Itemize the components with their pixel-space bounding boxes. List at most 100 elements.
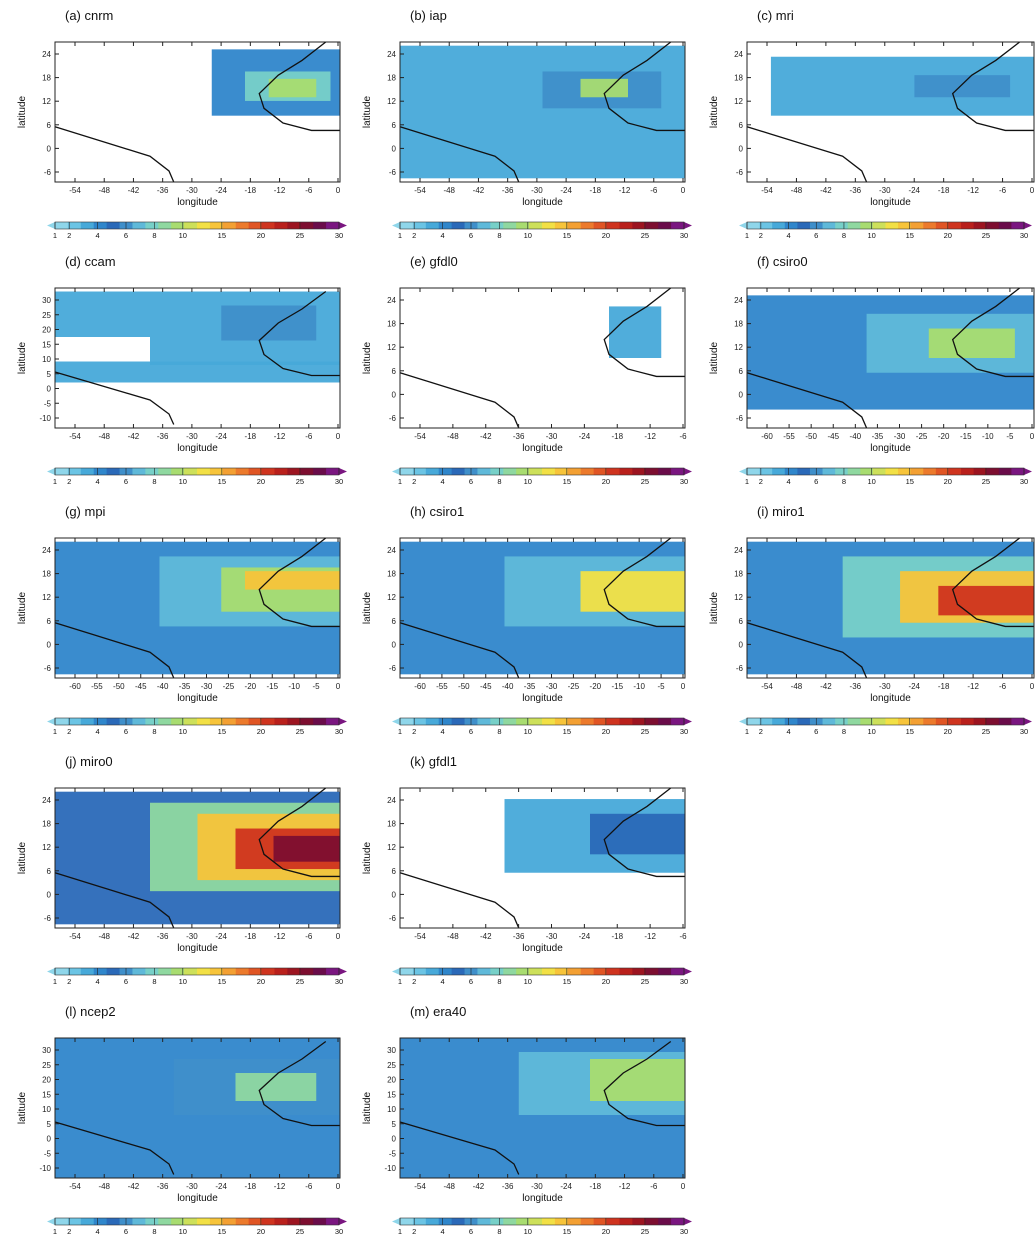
colorbar-tick-label: 8 bbox=[497, 977, 501, 986]
colorbar-swatch bbox=[106, 1218, 121, 1225]
coastline-africa bbox=[951, 41, 1034, 132]
x-tick-label: -12 bbox=[274, 186, 286, 195]
panel-k: (k) gfdl1-54 -48 -42 -36 -30 -24 -18 -12 -624181… bbox=[362, 754, 692, 986]
heat-cell bbox=[928, 328, 1015, 358]
colorbar-swatch bbox=[490, 968, 504, 975]
colorbar-swatch bbox=[747, 718, 761, 725]
y-tick-label: 12 bbox=[42, 843, 51, 852]
colorbar-swatch bbox=[438, 222, 453, 229]
x-tick-label: -18 bbox=[938, 682, 950, 691]
x-tick-label: -12 bbox=[619, 186, 631, 195]
x-tick-label: -6 bbox=[999, 186, 1007, 195]
colorbar-tick-label: 15 bbox=[563, 477, 571, 486]
x-tick-label: -50 bbox=[113, 682, 125, 691]
colorbar-tick-label: 25 bbox=[296, 727, 304, 736]
colorbar-swatch bbox=[503, 222, 517, 229]
colorbar-swatch bbox=[503, 1218, 517, 1225]
colorbar-tick-label: 10 bbox=[179, 477, 187, 486]
colorbar-min-arrow bbox=[739, 718, 747, 725]
colorbar-swatch bbox=[400, 968, 414, 975]
x-tick-label: -54 bbox=[414, 1182, 426, 1191]
colorbar-swatch bbox=[632, 222, 646, 229]
colorbar-tick-label: 2 bbox=[412, 727, 416, 736]
colorbar-tick-label: 4 bbox=[441, 1227, 445, 1236]
colorbar-swatch bbox=[300, 968, 314, 975]
colorbar-tick-label: 2 bbox=[759, 727, 763, 736]
colorbar-swatch bbox=[106, 468, 121, 475]
colorbar-min-arrow bbox=[47, 968, 55, 975]
plot-border bbox=[399, 41, 686, 183]
colorbar-swatch bbox=[542, 1218, 556, 1225]
x-tick-label: -6 bbox=[650, 186, 658, 195]
colorbar-swatch bbox=[93, 968, 108, 975]
x-tick-label: -48 bbox=[791, 682, 803, 691]
heat-cell bbox=[221, 305, 317, 341]
colorbar-swatch bbox=[222, 468, 237, 475]
colorbar-tick-label: 20 bbox=[602, 231, 610, 240]
colorbar-swatch bbox=[554, 718, 569, 725]
colorbar-tick-label: 4 bbox=[96, 977, 100, 986]
x-tick-label: -6 bbox=[305, 932, 313, 941]
colorbar-swatch bbox=[438, 718, 453, 725]
colorbar-swatch bbox=[910, 222, 924, 229]
colorbar-swatch bbox=[145, 968, 159, 975]
x-tick-label: -45 bbox=[480, 682, 492, 691]
x-tick-label: -36 bbox=[513, 932, 525, 941]
y-axis-label: latitude bbox=[17, 591, 28, 624]
colorbar-tick-label: 10 bbox=[524, 477, 532, 486]
colorbar-tick-label: 1 bbox=[53, 231, 57, 240]
colorbar-tick-label: 6 bbox=[469, 477, 473, 486]
x-tick-label: -25 bbox=[568, 682, 580, 691]
colorbar-swatch bbox=[619, 468, 633, 475]
colorbar-tick-label: 30 bbox=[1020, 231, 1028, 240]
colorbar-swatch bbox=[300, 1218, 314, 1225]
y-tick-label: 18 bbox=[387, 320, 396, 329]
x-tick-label: -30 bbox=[186, 1182, 198, 1191]
x-axis-label: longitude bbox=[522, 197, 563, 208]
colorbar-swatch bbox=[772, 468, 786, 475]
colorbar-tick-label: 8 bbox=[152, 727, 156, 736]
y-tick-label: 18 bbox=[387, 570, 396, 579]
x-axis-label: longitude bbox=[177, 943, 218, 954]
x-tick-label: -25 bbox=[223, 682, 235, 691]
colorbar-swatch bbox=[593, 222, 608, 229]
colorbar-swatch bbox=[261, 468, 275, 475]
colorbar-min-arrow bbox=[392, 718, 400, 725]
colorbar-swatch bbox=[274, 222, 288, 229]
x-tick-label: -18 bbox=[611, 932, 623, 941]
colorbar-swatch bbox=[671, 222, 685, 229]
colorbar-tick-label: 25 bbox=[641, 727, 649, 736]
colorbar-swatch bbox=[1011, 222, 1025, 229]
y-axis-label: latitude bbox=[362, 1091, 373, 1124]
x-tick-label: -42 bbox=[128, 432, 140, 441]
y-tick-label: -6 bbox=[44, 914, 52, 923]
y-tick-label: -10 bbox=[384, 1164, 396, 1173]
x-tick-label: -40 bbox=[850, 432, 862, 441]
x-axis-label: longitude bbox=[870, 693, 911, 704]
colorbar-swatch bbox=[529, 222, 543, 229]
colorbar-tick-label: 1 bbox=[398, 1227, 402, 1236]
colorbar-tick-label: 6 bbox=[814, 231, 818, 240]
y-axis-label: latitude bbox=[362, 591, 373, 624]
x-tick-label: -18 bbox=[245, 432, 257, 441]
colorbar-min-arrow bbox=[392, 222, 400, 229]
y-tick-label: 20 bbox=[387, 1076, 396, 1085]
colorbar: 1 2 4 6 8 10 15 20 25 30 bbox=[739, 467, 1032, 486]
colorbar-tick-label: 10 bbox=[867, 231, 875, 240]
x-tick-label: -6 bbox=[305, 1182, 313, 1191]
x-tick-label: -18 bbox=[245, 186, 257, 195]
colorbar-swatch bbox=[554, 968, 569, 975]
colorbar-tick-label: 8 bbox=[152, 977, 156, 986]
colorbar-tick-label: 6 bbox=[124, 477, 128, 486]
colorbar-swatch bbox=[287, 1218, 301, 1225]
y-tick-label: 25 bbox=[42, 311, 51, 320]
heat-cell bbox=[609, 306, 662, 358]
colorbar-swatch bbox=[171, 968, 185, 975]
colorbar-swatch bbox=[67, 1218, 82, 1225]
y-tick-label: 6 bbox=[739, 617, 744, 626]
colorbar-swatch bbox=[235, 468, 250, 475]
colorbar-swatch bbox=[438, 1218, 453, 1225]
panel-f: (f) csiro0-60 -55 -50 -45 -40 -35 -30 -25 -20 -15… bbox=[709, 254, 1035, 486]
colorbar-swatch bbox=[477, 468, 491, 475]
colorbar-swatch bbox=[542, 968, 556, 975]
